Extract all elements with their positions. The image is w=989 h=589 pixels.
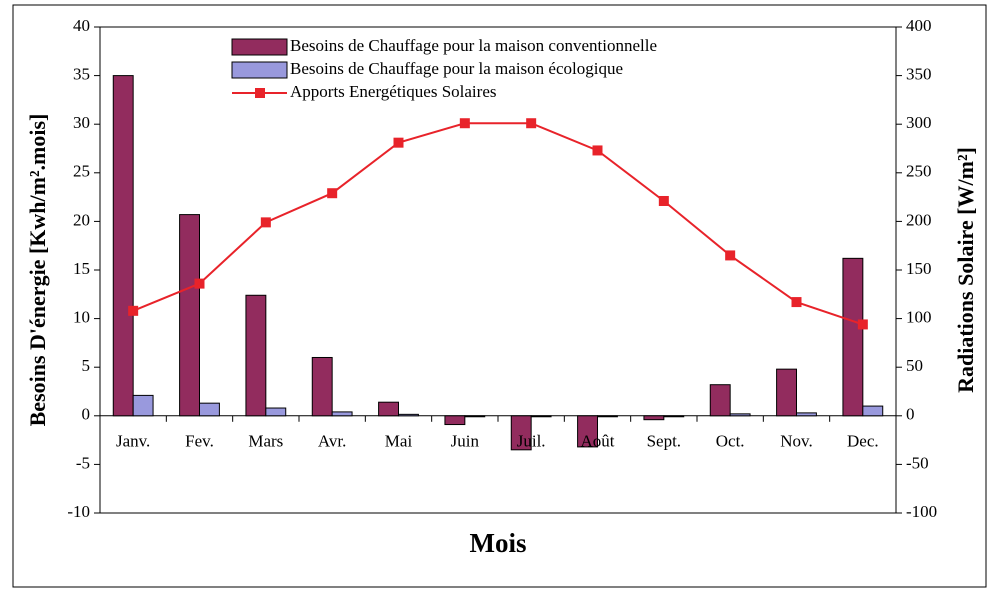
y-axis-label: Besoins D'énergie [Kwh/m².mois]: [25, 114, 50, 427]
y2-tick-label: 100: [906, 308, 932, 327]
y2-tick-label: -100: [906, 502, 937, 521]
marker: [526, 118, 537, 129]
legend-marker: [255, 88, 265, 98]
x-tick-label: Mars: [248, 432, 283, 451]
y-tick-label: -10: [67, 502, 90, 521]
legend-swatch: [231, 38, 288, 56]
marker: [658, 195, 669, 206]
x-tick-label: Janv.: [116, 432, 150, 451]
bar: [842, 257, 864, 417]
y-tick-label: 0: [82, 405, 91, 424]
bar: [265, 407, 287, 417]
y2-tick-label: 400: [906, 16, 932, 35]
marker: [592, 145, 603, 156]
bar: [663, 415, 685, 418]
bar: [444, 415, 466, 426]
y2-axis-label: Radiations Solaire [W/m²]: [953, 147, 978, 393]
marker: [725, 250, 736, 261]
marker: [128, 305, 139, 316]
y2-tick-label: 300: [906, 113, 932, 132]
x-tick-label: Sept.: [647, 432, 681, 451]
y-tick-label: 30: [73, 113, 90, 132]
y2-tick-label: 250: [906, 162, 932, 181]
x-tick-label: Oct.: [716, 432, 745, 451]
marker: [857, 319, 868, 330]
bar: [709, 384, 731, 417]
bar: [179, 214, 201, 417]
line: [132, 122, 864, 326]
x-tick-label: Dec.: [847, 432, 879, 451]
bar: [398, 413, 419, 417]
legend-label: Apports Energétiques Solaires: [290, 82, 496, 101]
bar: [112, 75, 134, 417]
x-tick-label: Mai: [385, 432, 413, 451]
y-tick-label: -5: [76, 453, 90, 472]
legend-swatch: [231, 61, 288, 79]
bar: [530, 415, 552, 418]
marker: [260, 217, 271, 228]
y-tick-label: 35: [73, 65, 90, 84]
y2-tick-label: 50: [906, 356, 923, 375]
y-tick-label: 25: [73, 162, 90, 181]
marker: [194, 278, 205, 289]
y-tick-label: 15: [73, 259, 90, 278]
y2-tick-label: 350: [906, 65, 932, 84]
bar: [311, 356, 333, 417]
y2-tick-label: 200: [906, 210, 932, 229]
bar: [796, 412, 817, 417]
x-tick-label: Fev.: [185, 432, 214, 451]
x-tick-label: Nov.: [780, 432, 812, 451]
x-tick-label: Août: [581, 432, 615, 451]
bar: [132, 394, 154, 417]
bar: [464, 415, 486, 418]
plot-area: [99, 26, 897, 514]
x-tick-label: Juil.: [517, 432, 546, 451]
bar: [577, 415, 598, 448]
marker: [791, 297, 802, 308]
legend-label: Besoins de Chauffage pour la maison conv…: [290, 36, 657, 55]
chart-frame: [12, 4, 987, 588]
y-tick-label: 5: [82, 356, 91, 375]
bar: [199, 402, 220, 417]
bar: [643, 415, 665, 421]
marker: [459, 118, 470, 129]
bar: [245, 294, 267, 417]
bar: [378, 401, 400, 417]
bar: [862, 405, 884, 417]
legend-label: Besoins de Chauffage pour la maison écol…: [290, 59, 623, 78]
bar: [331, 411, 353, 417]
y2-tick-label: 150: [906, 259, 932, 278]
bar: [510, 415, 532, 451]
bar: [776, 368, 797, 417]
y2-tick-label: 0: [906, 405, 915, 424]
x-tick-label: Avr.: [318, 432, 347, 451]
marker: [327, 188, 338, 199]
x-axis-label: Mois: [470, 528, 527, 558]
x-tick-label: Juin: [451, 432, 480, 451]
y-tick-label: 40: [73, 16, 90, 35]
y-tick-label: 10: [73, 308, 90, 327]
marker: [393, 137, 404, 148]
y2-tick-label: -50: [906, 453, 929, 472]
y-tick-label: 20: [73, 210, 90, 229]
bar: [729, 413, 751, 417]
bar: [597, 415, 618, 418]
